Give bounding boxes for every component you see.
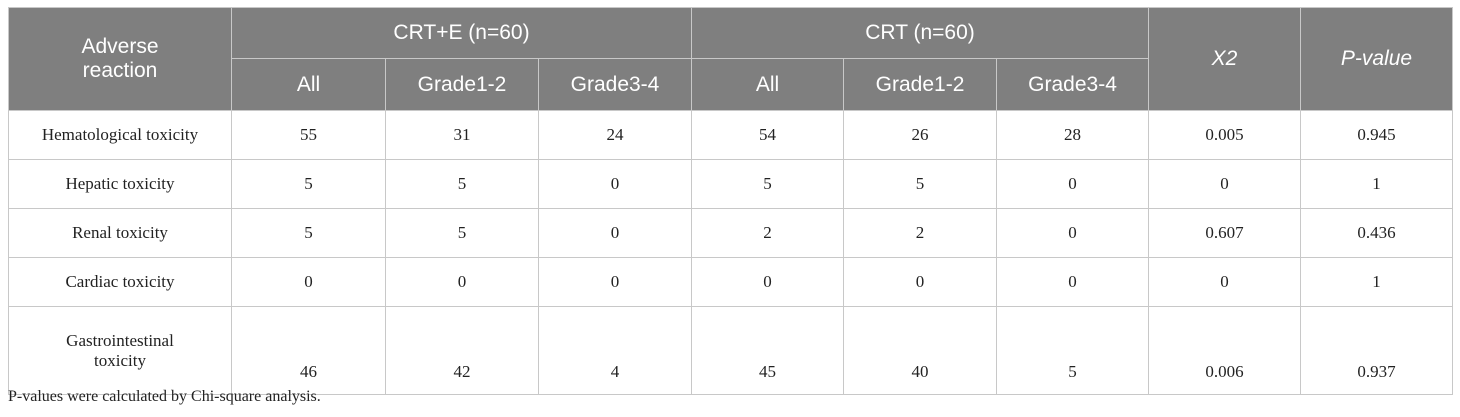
column-header: All <box>691 58 845 111</box>
cell: 0 <box>996 208 1150 258</box>
row-label-text: Cardiac toxicity <box>65 272 175 291</box>
table: Adverse reaction CRT+E (n=60) CRT (n=60) X… <box>8 7 1454 395</box>
cell: 5 <box>231 208 386 258</box>
cell: 26 <box>843 110 998 160</box>
cell: 5 <box>691 159 845 209</box>
cell: 0 <box>1148 159 1302 209</box>
cell: 0 <box>231 257 386 307</box>
cell: 5 <box>231 159 386 209</box>
group-header: CRT+E (n=60) <box>230 7 693 59</box>
row-label: Hematological toxicity <box>8 110 232 160</box>
table-wrap: Adverse reaction CRT+E (n=60) CRT (n=60) X… <box>8 7 1454 395</box>
cell: 0.436 <box>1300 208 1454 258</box>
row-label: Hepatic toxicity <box>8 159 232 209</box>
table-row: Gastrointestinal toxicity 46 42 4 45 40 5 0.006… <box>8 306 1454 395</box>
cell: 0 <box>537 208 693 258</box>
cell: 55 <box>231 110 386 160</box>
cell: 0 <box>996 159 1150 209</box>
cell: 0 <box>537 257 693 307</box>
cell: 1 <box>1300 257 1454 307</box>
column-header: Grade3-4 <box>996 58 1150 111</box>
cell: 0 <box>843 257 998 307</box>
row-label-text: Gastrointestinal toxicity <box>66 330 174 370</box>
cell: 5 <box>385 208 539 258</box>
cell: 0.607 <box>1148 208 1302 258</box>
cell: 0 <box>537 159 693 209</box>
cell: 31 <box>385 110 539 160</box>
header-row: All Grade1-2 Grade3-4 All Grade1-2 Grade3-4 <box>9 58 1453 111</box>
cell: 45 <box>691 306 845 395</box>
row-label: Renal toxicity <box>8 208 232 258</box>
cell: 5 <box>996 306 1150 395</box>
cell: 2 <box>843 208 998 258</box>
cell: 40 <box>843 306 998 395</box>
row-label-text: Hepatic toxicity <box>65 174 175 193</box>
row-label: Gastrointestinal toxicity <box>8 306 232 395</box>
cell: 42 <box>385 306 539 395</box>
cell: 54 <box>691 110 845 160</box>
cell: 2 <box>691 208 845 258</box>
cell: 0.945 <box>1300 110 1454 160</box>
table-row: Cardiac toxicity 0 0 0 0 0 0 0 1 <box>8 257 1454 307</box>
footnote: P-values were calculated by Chi-square a… <box>8 388 321 405</box>
cell: 0.006 <box>1148 306 1302 395</box>
table-body: Hematological toxicity 55 31 24 54 26 28 0.005 0… <box>8 110 1454 395</box>
row-label-text: Renal toxicity <box>72 223 168 242</box>
column-header: Grade1-2 <box>843 58 998 111</box>
cell: 0 <box>996 257 1150 307</box>
column-header: Grade3-4 <box>537 58 693 111</box>
column-header: All <box>231 58 386 111</box>
row-label: Cardiac toxicity <box>8 257 232 307</box>
group-header: CRT (n=60) <box>691 7 1150 59</box>
cell: 5 <box>385 159 539 209</box>
header-title: Adverse reaction <box>8 7 232 111</box>
table-row: Hepatic toxicity 5 5 0 5 5 0 0 1 <box>8 159 1454 209</box>
x2-header: X2 <box>1148 7 1302 111</box>
table-row: Hematological toxicity 55 31 24 54 26 28 0.005 0… <box>8 110 1454 160</box>
cell: 0 <box>1148 257 1302 307</box>
cell: 0.937 <box>1300 306 1454 395</box>
cell: 5 <box>843 159 998 209</box>
cell: 0 <box>385 257 539 307</box>
header-row: Adverse reaction CRT+E (n=60) CRT (n=60) X… <box>8 7 1454 111</box>
header-title-text: Adverse reaction <box>81 35 159 82</box>
cell: 0.005 <box>1148 110 1302 160</box>
cell: 0 <box>691 257 845 307</box>
cell: 4 <box>537 306 693 395</box>
table-row: Renal toxicity 5 5 0 2 2 0 0.607 0.436 <box>8 208 1454 258</box>
cell: 46 <box>231 306 386 395</box>
cell: 1 <box>1300 159 1454 209</box>
cell: 28 <box>996 110 1150 160</box>
row-label-text: Hematological toxicity <box>41 125 199 144</box>
column-header: Grade1-2 <box>385 58 539 111</box>
cell: 24 <box>537 110 693 160</box>
p-value-header: P-value <box>1300 7 1454 111</box>
